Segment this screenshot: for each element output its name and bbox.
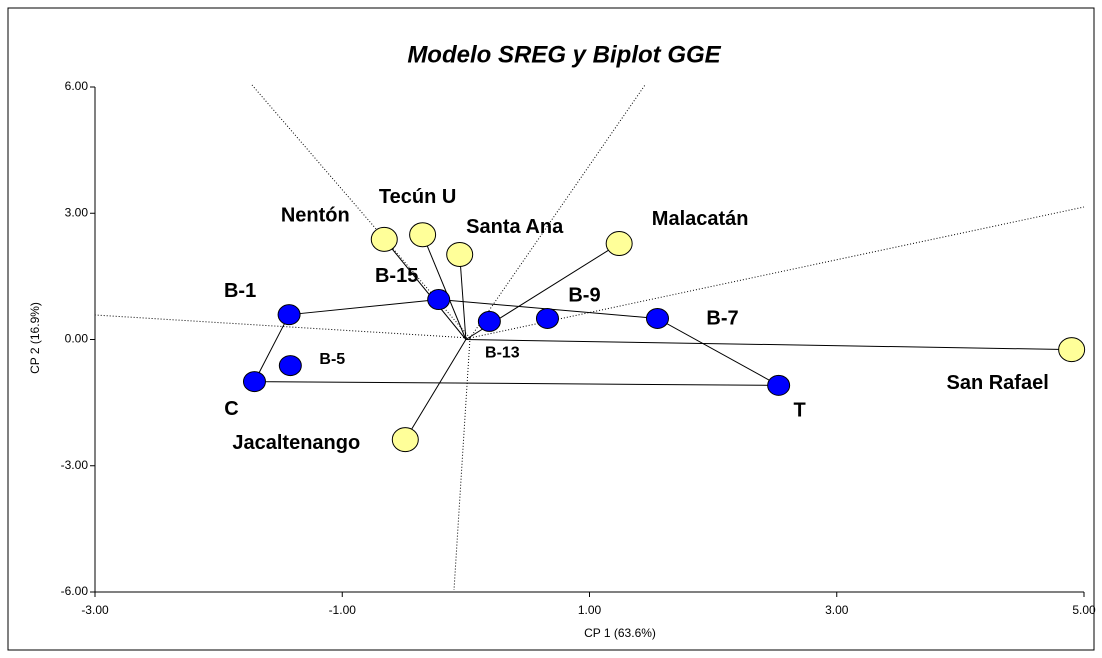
point-label: Santa Ana xyxy=(466,216,564,238)
env-vector xyxy=(422,234,467,340)
point-label: B-13 xyxy=(485,345,520,362)
env-vector xyxy=(404,339,467,440)
env-vector xyxy=(383,239,467,340)
y-tick-label: -3.00 xyxy=(61,458,89,472)
y-tick-label: -6.00 xyxy=(61,584,89,598)
env-vector xyxy=(459,254,467,340)
y-axis-label: CP 2 (16.9%) xyxy=(28,302,42,374)
point xyxy=(370,226,398,252)
point xyxy=(278,355,302,377)
point xyxy=(767,374,791,396)
point xyxy=(242,371,266,393)
point-label: B-5 xyxy=(319,351,345,368)
x-tick-label: 5.00 xyxy=(1072,603,1096,617)
point xyxy=(391,427,419,453)
x-tick-label: -1.00 xyxy=(329,603,357,617)
chart-title: Modelo SREG y Biplot GGE xyxy=(407,41,721,68)
point-label: Jacaltenango xyxy=(232,432,360,454)
x-tick-label: 1.00 xyxy=(578,603,602,617)
x-tick-label: -3.00 xyxy=(81,603,109,617)
y-tick-label: 3.00 xyxy=(65,205,89,219)
point-label: Nentón xyxy=(281,205,350,227)
x-axis-label: CP 1 (63.6%) xyxy=(584,626,656,640)
point xyxy=(427,289,451,311)
sector-lines xyxy=(94,84,1085,591)
point xyxy=(277,304,301,326)
point-label: B-1 xyxy=(224,280,256,302)
sector-line xyxy=(469,84,646,339)
sector-line xyxy=(453,337,471,591)
point xyxy=(446,241,474,267)
point-label: B-9 xyxy=(568,285,600,307)
point xyxy=(645,307,669,329)
point-label: T xyxy=(794,400,806,422)
point-label: Malacatán xyxy=(652,208,749,230)
frame xyxy=(7,7,1095,651)
point-label: C xyxy=(224,398,238,420)
point-label: San Rafael xyxy=(947,372,1049,394)
y-tick-label: 6.00 xyxy=(65,79,89,93)
point xyxy=(1058,337,1086,363)
point xyxy=(605,231,633,257)
point xyxy=(477,310,501,332)
point xyxy=(535,307,559,329)
y-tick-label: 0.00 xyxy=(65,332,89,346)
point-label: B-7 xyxy=(706,308,738,330)
x-tick-label: 3.00 xyxy=(825,603,849,617)
point xyxy=(409,222,437,248)
env-vector xyxy=(465,339,1072,351)
point-label: Tecún U xyxy=(379,186,456,208)
point-label: B-15 xyxy=(375,265,418,287)
